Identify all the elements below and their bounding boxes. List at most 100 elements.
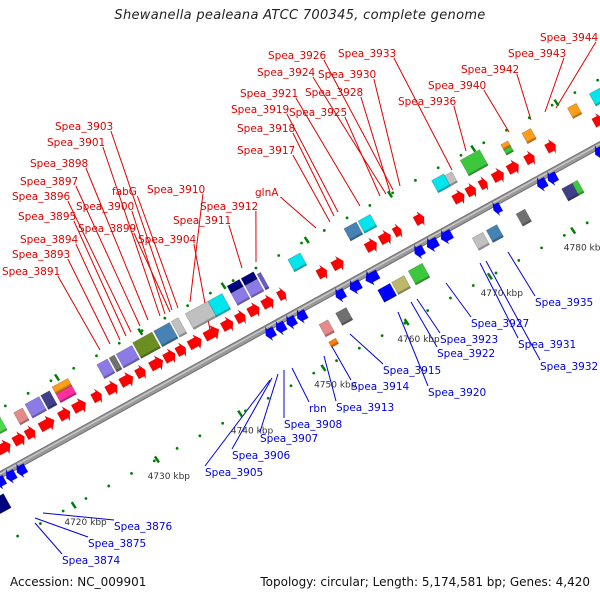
forward-gene-arrow[interactable]	[362, 236, 380, 256]
forward-gene-arrow[interactable]	[376, 228, 394, 248]
forward-gene-box[interactable]	[153, 322, 179, 348]
forward-gene-box[interactable]	[459, 149, 489, 177]
reverse-gene-box[interactable]	[571, 179, 585, 196]
forward-gene-arrow[interactable]	[314, 263, 330, 282]
forward-gene-box[interactable]	[521, 127, 537, 145]
forward-gene-arrow[interactable]	[275, 286, 290, 304]
forward-gene-box[interactable]	[567, 102, 583, 120]
gene-label-glna[interactable]: glnA	[255, 187, 279, 199]
forward-gene-box[interactable]	[96, 358, 116, 380]
gene-label-spea-3933[interactable]: Spea_3933	[338, 48, 396, 60]
gene-label-fabg[interactable]: fabG	[112, 186, 137, 198]
gene-label-spea-3931[interactable]: Spea_3931	[518, 339, 576, 351]
gene-label-spea-3935[interactable]: Spea_3935	[535, 297, 593, 309]
reverse-gene-arrow[interactable]	[332, 285, 348, 304]
gene-label-spea-3932[interactable]: Spea_3932	[540, 361, 598, 373]
gene-label-spea-3897[interactable]: Spea_3897	[20, 176, 78, 188]
gene-label-spea-3914[interactable]: Spea_3914	[351, 381, 410, 393]
forward-gene-box[interactable]	[51, 377, 73, 395]
gene-label-spea-3899[interactable]: Spea_3899	[78, 223, 136, 235]
forward-gene-arrow[interactable]	[70, 396, 90, 417]
gene-label-spea-3918[interactable]: Spea_3918	[237, 123, 295, 135]
forward-gene-arrow[interactable]	[0, 437, 14, 458]
forward-gene-arrow[interactable]	[543, 137, 559, 156]
reverse-gene-arrow[interactable]	[293, 307, 309, 326]
gene-label-spea-3912[interactable]: Spea_3912	[200, 201, 258, 213]
gene-label-spea-3919[interactable]: Spea_3919	[231, 104, 289, 116]
forward-gene-arrow[interactable]	[103, 378, 121, 398]
gene-label-spea-3943[interactable]: Spea_3943	[508, 48, 566, 60]
reverse-gene-arrow[interactable]	[283, 312, 299, 331]
forward-gene-arrow[interactable]	[390, 222, 405, 240]
forward-gene-box[interactable]	[500, 140, 512, 151]
forward-gene-arrow[interactable]	[219, 315, 237, 335]
gene-label-spea-3942[interactable]: Spea_3942	[461, 64, 519, 76]
reverse-gene-box[interactable]	[485, 224, 504, 244]
reverse-gene-arrow[interactable]	[346, 277, 364, 297]
reverse-gene-arrow[interactable]	[411, 242, 427, 261]
forward-gene-box[interactable]	[184, 300, 218, 330]
gene-label-spea-3922[interactable]: Spea_3922	[437, 348, 495, 360]
forward-gene-arrow[interactable]	[185, 332, 205, 353]
gene-label-spea-3891[interactable]: Spea_3891	[2, 266, 60, 278]
gene-label-spea-3901[interactable]: Spea_3901	[47, 137, 105, 149]
reverse-gene-arrow[interactable]	[0, 472, 8, 491]
forward-gene-arrow[interactable]	[201, 322, 223, 344]
forward-gene-box[interactable]	[132, 331, 162, 359]
forward-gene-arrow[interactable]	[450, 188, 468, 208]
reverse-gene-arrow[interactable]	[544, 169, 560, 188]
forward-gene-arrow[interactable]	[22, 424, 38, 443]
forward-gene-box[interactable]	[170, 317, 188, 338]
reverse-gene-box[interactable]	[328, 337, 339, 348]
forward-gene-arrow[interactable]	[463, 181, 479, 200]
forward-gene-box[interactable]	[40, 390, 58, 410]
forward-gene-arrow[interactable]	[411, 210, 427, 229]
reverse-gene-box[interactable]	[377, 282, 398, 303]
gene-label-spea-3908[interactable]: Spea_3908	[284, 419, 342, 431]
gene-label-spea-3905[interactable]: Spea_3905	[205, 467, 263, 479]
gene-label-rbn[interactable]: rbn	[309, 403, 327, 415]
reverse-gene-arrow[interactable]	[272, 318, 288, 337]
gene-label-spea-3906[interactable]: Spea_3906	[232, 450, 291, 462]
gene-label-spea-3928[interactable]: Spea_3928	[305, 87, 363, 99]
forward-gene-arrow[interactable]	[173, 341, 189, 360]
forward-gene-box[interactable]	[115, 345, 140, 369]
reverse-gene-arrow[interactable]	[3, 467, 19, 486]
forward-gene-box[interactable]	[503, 145, 515, 156]
forward-gene-box[interactable]	[431, 173, 451, 194]
forward-gene-box[interactable]	[24, 396, 48, 419]
gene-label-spea-3910[interactable]: Spea_3910	[147, 184, 205, 196]
gene-label-spea-3924[interactable]: Spea_3924	[257, 67, 316, 79]
forward-gene-box[interactable]	[226, 279, 244, 294]
forward-gene-box[interactable]	[444, 171, 458, 187]
forward-gene-box[interactable]	[0, 417, 8, 438]
forward-gene-box[interactable]	[108, 354, 123, 373]
forward-gene-box[interactable]	[13, 407, 30, 426]
forward-gene-box[interactable]	[287, 252, 308, 273]
reverse-gene-box[interactable]	[471, 231, 490, 251]
gene-label-spea-3907[interactable]: Spea_3907	[260, 433, 318, 445]
forward-gene-arrow[interactable]	[489, 166, 507, 186]
reverse-gene-arrow[interactable]	[437, 227, 455, 247]
forward-gene-arrow[interactable]	[504, 158, 522, 178]
forward-gene-box[interactable]	[207, 293, 232, 318]
reverse-gene-arrow[interactable]	[534, 174, 550, 193]
gene-label-spea-3904[interactable]: Spea_3904	[138, 234, 197, 246]
gene-label-spea-3875[interactable]: Spea_3875	[88, 538, 146, 550]
forward-gene-box[interactable]	[343, 221, 364, 242]
gene-label-spea-3911[interactable]: Spea_3911	[173, 215, 231, 227]
reverse-gene-arrow[interactable]	[362, 267, 382, 288]
reverse-gene-arrow[interactable]	[490, 200, 505, 218]
gene-label-spea-3915[interactable]: Spea_3915	[383, 365, 441, 377]
gene-label-spea-3900[interactable]: Spea_3900	[76, 201, 134, 213]
gene-label-spea-3874[interactable]: Spea_3874	[62, 555, 121, 567]
forward-gene-box[interactable]	[240, 271, 258, 286]
reverse-gene-box[interactable]	[0, 493, 12, 515]
gene-label-spea-3925[interactable]: Spea_3925	[289, 107, 347, 119]
forward-gene-arrow[interactable]	[117, 370, 137, 391]
forward-gene-arrow[interactable]	[161, 347, 179, 367]
gene-label-spea-3903[interactable]: Spea_3903	[55, 121, 113, 133]
gene-label-spea-3926[interactable]: Spea_3926	[268, 50, 327, 62]
forward-gene-arrow[interactable]	[329, 254, 347, 274]
